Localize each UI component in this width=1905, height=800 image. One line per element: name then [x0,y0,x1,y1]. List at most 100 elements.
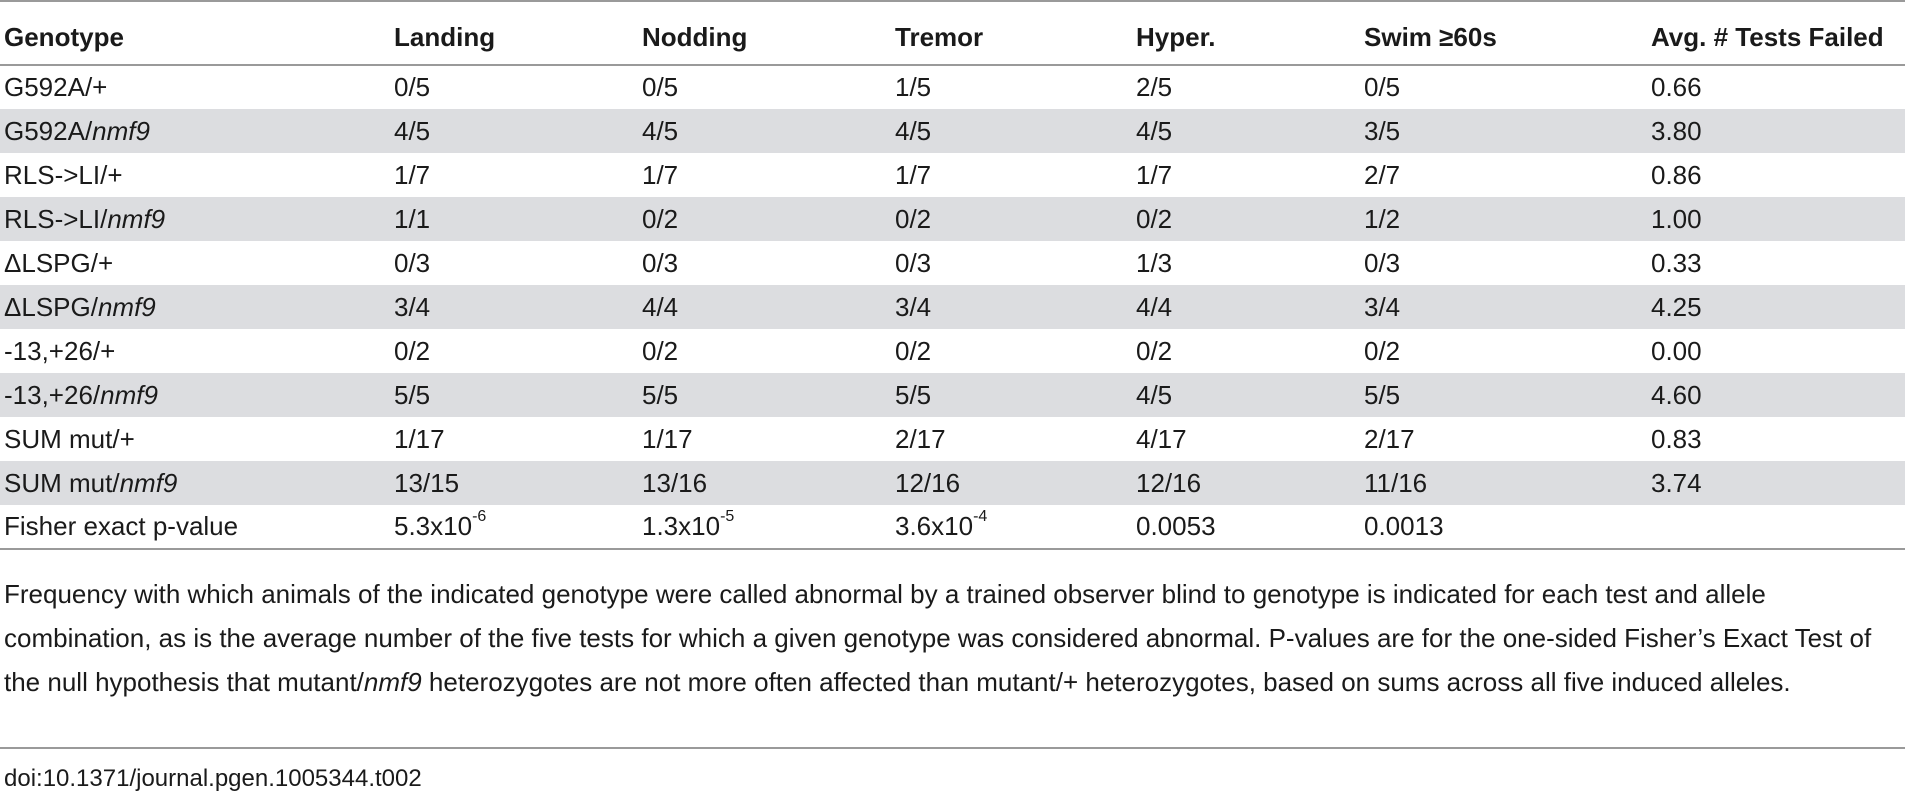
genotype-cell: SUM mut/nmf9 [0,461,390,505]
nodding-cell: 0/2 [642,335,679,366]
hyper-cell: 2/5 [1136,72,1173,102]
landing-cell: 3/4 [390,285,638,329]
fisher-tremor: 3.6x10-4 [891,505,1132,550]
landing-cell: 0/5 [394,72,431,102]
fisher-avg [1647,505,1905,550]
avg-tests-failed-cell: 4.25 [1647,285,1905,329]
landing-cell: 0/2 [394,335,431,366]
swim-cell: 11/16 [1360,461,1647,505]
avg-tests-failed-cell: 3.74 [1647,461,1905,505]
caption-bottom-rule [0,747,1905,749]
genotype-cell: G592A/+ [4,72,108,102]
nodding-cell: 5/5 [638,373,891,417]
tremor-cell: 4/5 [891,109,1132,153]
nodding-cell: 13/16 [638,461,891,505]
genotype-cell: -13,+26/+ [4,335,116,366]
nodding-cell: 0/5 [642,72,679,102]
landing-cell: 1/1 [390,197,638,241]
header-tremor: Tremor [891,11,1132,66]
avg-tests-failed-cell: 0.00 [1651,335,1702,366]
hyper-cell: 4/17 [1136,423,1187,454]
hyper-cell: 1/7 [1136,159,1173,190]
table-caption: Frequency with which animals of the indi… [4,579,1872,697]
header-genotype: Genotype [0,11,390,66]
landing-cell: 4/5 [390,109,638,153]
landing-cell: 1/17 [394,423,445,454]
hyper-cell: 12/16 [1132,461,1360,505]
results-table: Genotype Landing Nodding Tremor Hyper. S… [0,11,1905,550]
tremor-cell: 5/5 [891,373,1132,417]
hyper-cell: 0/2 [1132,197,1360,241]
fisher-label: Fisher exact p-value [0,505,390,550]
genotype-cell: RLS->LI/nmf9 [0,197,390,241]
table-row: RLS->LI/+ 1/7 1/7 1/7 1/7 2/7 0.86 [0,153,1905,197]
tremor-cell: 12/16 [891,461,1132,505]
table-row: G592A/+ 0/5 0/5 1/5 2/5 0/5 0.66 [0,65,1905,109]
swim-cell: 5/5 [1360,373,1647,417]
nodding-cell: 0/3 [642,247,679,278]
genotype-cell: SUM mut/+ [4,423,135,454]
tremor-cell: 0/2 [891,197,1132,241]
hyper-cell: 4/5 [1132,373,1360,417]
header-nodding: Nodding [638,11,891,66]
tremor-cell: 0/3 [895,247,932,278]
header-avg-tests-failed: Avg. # Tests Failed [1647,11,1905,66]
table-row: ΔLSPG/nmf9 3/4 4/4 3/4 4/4 3/4 4.25 [0,285,1905,329]
tremor-cell: 2/17 [895,423,946,454]
landing-cell: 0/3 [394,247,431,278]
swim-cell: 0/5 [1364,72,1401,102]
avg-tests-failed-cell: 0.86 [1651,159,1702,190]
tremor-cell: 1/5 [895,72,932,102]
landing-cell: 13/15 [390,461,638,505]
table-row: -13,+26/nmf9 5/5 5/5 5/5 4/5 5/5 4.60 [0,373,1905,417]
swim-cell: 1/2 [1360,197,1647,241]
header-swim: Swim ≥60s [1360,11,1647,66]
table-row: G592A/nmf9 4/5 4/5 4/5 4/5 3/5 3.80 [0,109,1905,153]
header-hyper: Hyper. [1132,11,1360,66]
doi-text: doi:10.1371/journal.pgen.1005344.t002 [4,765,422,792]
nodding-cell: 4/5 [638,109,891,153]
swim-cell: 2/7 [1364,159,1401,190]
avg-tests-failed-cell: 0.66 [1651,72,1702,102]
genotype-cell: RLS->LI/+ [4,159,123,190]
swim-cell: 3/5 [1360,109,1647,153]
table-row: -13,+26/+ 0/2 0/2 0/2 0/2 0/2 0.00 [0,329,1905,373]
table-row: SUM mut/nmf9 13/15 13/16 12/16 12/16 11/16 3.7… [0,461,1905,505]
nodding-cell: 1/7 [642,159,679,190]
nodding-cell: 1/17 [642,423,693,454]
header-row: Genotype Landing Nodding Tremor Hyper. S… [0,11,1905,66]
table-row: RLS->LI/nmf9 1/1 0/2 0/2 0/2 1/2 1.00 [0,197,1905,241]
fisher-nodding: 1.3x10-5 [638,505,891,550]
genotype-cell: ΔLSPG/+ [4,247,114,278]
table-row: ΔLSPG/+ 0/3 0/3 0/3 1/3 0/3 0.33 [0,241,1905,285]
landing-cell: 5/5 [390,373,638,417]
hyper-cell: 1/3 [1136,247,1173,278]
fisher-hyper: 0.0053 [1132,505,1360,550]
table-row-fisher: Fisher exact p-value 5.3x10-6 1.3x10-5 3… [0,505,1905,550]
avg-tests-failed-cell: 1.00 [1647,197,1905,241]
swim-cell: 0/3 [1364,247,1401,278]
genotype-cell: -13,+26/nmf9 [0,373,390,417]
hyper-cell: 4/4 [1132,285,1360,329]
hyper-cell: 4/5 [1132,109,1360,153]
landing-cell: 1/7 [394,159,431,190]
hyper-cell: 0/2 [1136,335,1173,366]
tremor-cell: 3/4 [891,285,1132,329]
avg-tests-failed-cell: 0.33 [1651,247,1702,278]
genotype-cell: ΔLSPG/nmf9 [0,285,390,329]
swim-cell: 3/4 [1360,285,1647,329]
avg-tests-failed-cell: 4.60 [1647,373,1905,417]
tremor-cell: 1/7 [895,159,932,190]
avg-tests-failed-cell: 0.83 [1651,423,1702,454]
nodding-cell: 4/4 [638,285,891,329]
tremor-cell: 0/2 [895,335,932,366]
fisher-landing: 5.3x10-6 [390,505,638,550]
table-row: SUM mut/+ 1/17 1/17 2/17 4/17 2/17 0.83 [0,417,1905,461]
fisher-swim: 0.0013 [1360,505,1647,550]
swim-cell: 2/17 [1364,423,1415,454]
nodding-cell: 0/2 [638,197,891,241]
genotype-cell: G592A/nmf9 [0,109,390,153]
header-landing: Landing [390,11,638,66]
swim-cell: 0/2 [1364,335,1401,366]
table-top-rule [0,0,1905,2]
